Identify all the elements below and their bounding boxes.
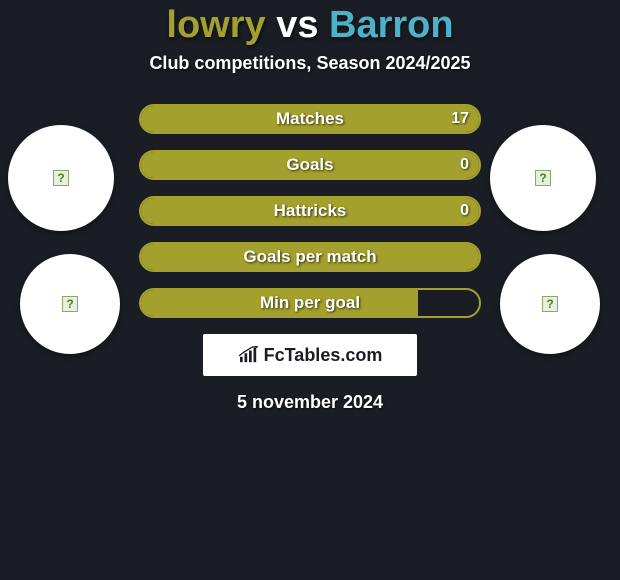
stat-bar-row: Matches 17 bbox=[139, 104, 481, 134]
player-avatar-top-right: ? bbox=[490, 125, 596, 231]
player-avatar-top-left: ? bbox=[8, 125, 114, 231]
player-avatar-bottom-right: ? bbox=[500, 254, 600, 354]
stat-bar-value-right: 0 bbox=[460, 156, 469, 174]
title-player2: Barron bbox=[329, 4, 454, 46]
branding-chart-icon bbox=[238, 346, 260, 364]
stat-bar-row: Hattricks 0 bbox=[139, 196, 481, 226]
stat-bar-label: Goals per match bbox=[243, 247, 376, 267]
avatar-placeholder-icon: ? bbox=[53, 170, 69, 186]
stat-bar-label: Goals bbox=[286, 155, 333, 175]
comparison-content: ? ? ? ? Matches 17 Goals 0 Hattricks 0 Goals p… bbox=[0, 104, 620, 413]
branding-text: FcTables.com bbox=[264, 345, 383, 366]
stat-bar-value-right: 0 bbox=[460, 202, 469, 220]
avatar-placeholder-icon: ? bbox=[542, 296, 558, 312]
stat-bar-value-right: 17 bbox=[451, 110, 469, 128]
stat-bars: Matches 17 Goals 0 Hattricks 0 Goals per match… bbox=[139, 104, 481, 318]
subtitle: Club competitions, Season 2024/2025 bbox=[0, 53, 620, 74]
stat-bar-label: Hattricks bbox=[274, 201, 347, 221]
page-title: lowry vs Barron bbox=[0, 0, 620, 47]
title-vs: vs bbox=[266, 4, 329, 46]
title-player1: lowry bbox=[166, 4, 265, 46]
avatar-placeholder-icon: ? bbox=[535, 170, 551, 186]
stat-bar-label: Matches bbox=[276, 109, 344, 129]
date-stamp: 5 november 2024 bbox=[0, 392, 620, 413]
player-avatar-bottom-left: ? bbox=[20, 254, 120, 354]
stat-bar-row: Goals per match bbox=[139, 242, 481, 272]
stat-bar-row: Min per goal bbox=[139, 288, 481, 318]
avatar-placeholder-icon: ? bbox=[62, 296, 78, 312]
stat-bar-label: Min per goal bbox=[260, 293, 360, 313]
stat-bar-row: Goals 0 bbox=[139, 150, 481, 180]
branding-badge: FcTables.com bbox=[203, 334, 417, 376]
